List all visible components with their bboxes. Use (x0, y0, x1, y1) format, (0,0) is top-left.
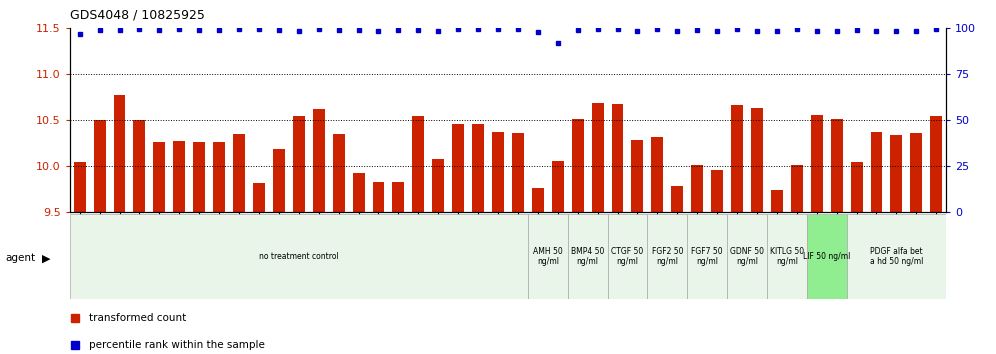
Bar (412, 116, 424, 212)
Text: transformed count: transformed count (89, 313, 186, 323)
Bar (452, 124, 464, 212)
Bar (851, 162, 863, 212)
Bar (651, 137, 663, 212)
Bar (727, 214, 767, 299)
Bar (472, 124, 484, 212)
Bar (647, 214, 687, 299)
Bar (153, 142, 165, 212)
Bar (392, 182, 404, 212)
Text: ▶: ▶ (42, 253, 51, 263)
Bar (930, 116, 942, 212)
Bar (890, 135, 902, 212)
Text: agent: agent (5, 253, 35, 263)
Bar (373, 182, 384, 212)
Text: LIF 50 ng/ml: LIF 50 ng/ml (803, 252, 851, 261)
Bar (731, 105, 743, 212)
Bar (133, 120, 145, 212)
Text: no treatment control: no treatment control (259, 252, 339, 261)
Bar (847, 214, 946, 299)
Bar (807, 214, 847, 299)
Bar (687, 214, 727, 299)
Text: FGF2 50
ng/ml: FGF2 50 ng/ml (651, 247, 683, 266)
Bar (711, 170, 723, 212)
Text: CTGF 50
ng/ml: CTGF 50 ng/ml (612, 247, 643, 266)
Bar (831, 119, 843, 212)
Bar (193, 142, 205, 212)
Bar (572, 119, 584, 212)
Text: BMP4 50
ng/ml: BMP4 50 ng/ml (571, 247, 605, 266)
Bar (751, 108, 763, 212)
Text: AMH 50
ng/ml: AMH 50 ng/ml (533, 247, 563, 266)
Bar (691, 165, 703, 212)
Bar (771, 190, 783, 212)
Bar (233, 134, 245, 212)
Bar (767, 214, 807, 299)
Bar (70, 214, 528, 299)
Bar (528, 214, 568, 299)
Bar (353, 173, 365, 212)
Bar (671, 186, 683, 212)
Text: FGF7 50
ng/ml: FGF7 50 ng/ml (691, 247, 723, 266)
Text: PDGF alfa bet
a hd 50 ng/ml: PDGF alfa bet a hd 50 ng/ml (870, 247, 923, 266)
Bar (213, 142, 225, 212)
Bar (313, 109, 325, 212)
Bar (293, 116, 305, 212)
Bar (492, 132, 504, 212)
Bar (273, 149, 285, 212)
Text: KITLG 50
ng/ml: KITLG 50 ng/ml (770, 247, 804, 266)
Bar (612, 104, 623, 212)
Bar (432, 159, 444, 212)
Bar (173, 141, 185, 212)
Bar (608, 214, 647, 299)
Text: GDNF 50
ng/ml: GDNF 50 ng/ml (730, 247, 764, 266)
Bar (333, 134, 345, 212)
Bar (871, 132, 882, 212)
Text: percentile rank within the sample: percentile rank within the sample (89, 340, 265, 350)
Bar (114, 95, 125, 212)
Bar (74, 162, 86, 212)
Bar (253, 183, 265, 212)
Bar (568, 214, 608, 299)
Bar (791, 165, 803, 212)
Bar (592, 103, 604, 212)
Bar (532, 188, 544, 212)
Text: GDS4048 / 10825925: GDS4048 / 10825925 (70, 9, 204, 22)
Bar (512, 133, 524, 212)
Bar (94, 120, 106, 212)
Bar (811, 115, 823, 212)
Bar (552, 161, 564, 212)
Bar (910, 133, 922, 212)
Bar (631, 140, 643, 212)
